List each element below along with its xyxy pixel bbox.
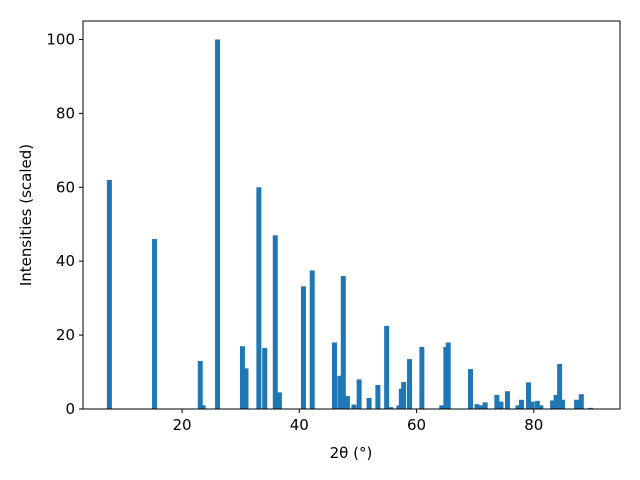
bar — [474, 404, 480, 409]
y-tick-label: 80 — [56, 104, 75, 122]
bar — [309, 270, 315, 409]
bar — [419, 346, 425, 409]
y-tick-label: 60 — [56, 178, 75, 196]
bar — [529, 401, 535, 409]
bar — [439, 405, 445, 409]
bar — [553, 394, 559, 409]
bar — [331, 342, 337, 409]
bar — [478, 405, 484, 409]
y-tick-label: 100 — [46, 30, 75, 48]
bar — [550, 400, 556, 409]
bar — [588, 407, 594, 409]
x-axis-label: 2θ (°) — [330, 444, 373, 462]
bar — [498, 401, 504, 409]
bar — [504, 391, 510, 409]
bar — [560, 399, 566, 409]
y-tick-label: 0 — [65, 400, 75, 418]
bar — [300, 286, 306, 409]
bar — [337, 375, 343, 409]
bar — [578, 394, 584, 409]
bar — [574, 399, 580, 409]
bar — [272, 235, 278, 409]
bar — [366, 397, 372, 409]
bar — [519, 399, 525, 409]
bar — [375, 384, 381, 409]
bar — [200, 405, 206, 409]
bar — [384, 325, 390, 409]
bar — [401, 382, 407, 409]
x-tick-label: 40 — [290, 416, 309, 434]
plot-frame — [82, 20, 621, 410]
bar — [356, 379, 362, 409]
y-tick-label: 20 — [56, 326, 75, 344]
bar — [239, 346, 245, 409]
bar — [106, 179, 112, 409]
y-axis-label: Intensities (scaled) — [17, 144, 35, 286]
bar — [256, 187, 262, 409]
bar — [557, 363, 563, 409]
y-tick-label: 40 — [56, 252, 75, 270]
bar — [276, 392, 282, 409]
bar — [534, 400, 540, 409]
bar — [538, 405, 544, 409]
bar — [445, 342, 451, 409]
bar — [515, 405, 521, 409]
bar — [468, 369, 474, 409]
x-tick-label: 20 — [173, 416, 192, 434]
bar — [344, 396, 350, 409]
bar — [243, 368, 249, 409]
bar — [351, 404, 357, 409]
bar — [494, 394, 500, 409]
x-tick-label: 60 — [407, 416, 426, 434]
bar — [482, 402, 488, 409]
bar — [388, 407, 394, 409]
x-tick-label: 80 — [524, 416, 543, 434]
bar — [215, 39, 221, 409]
bar — [262, 348, 268, 409]
bar — [340, 275, 346, 409]
bar — [152, 239, 158, 409]
bar — [407, 359, 413, 409]
bar — [526, 382, 532, 409]
bar — [197, 360, 203, 409]
